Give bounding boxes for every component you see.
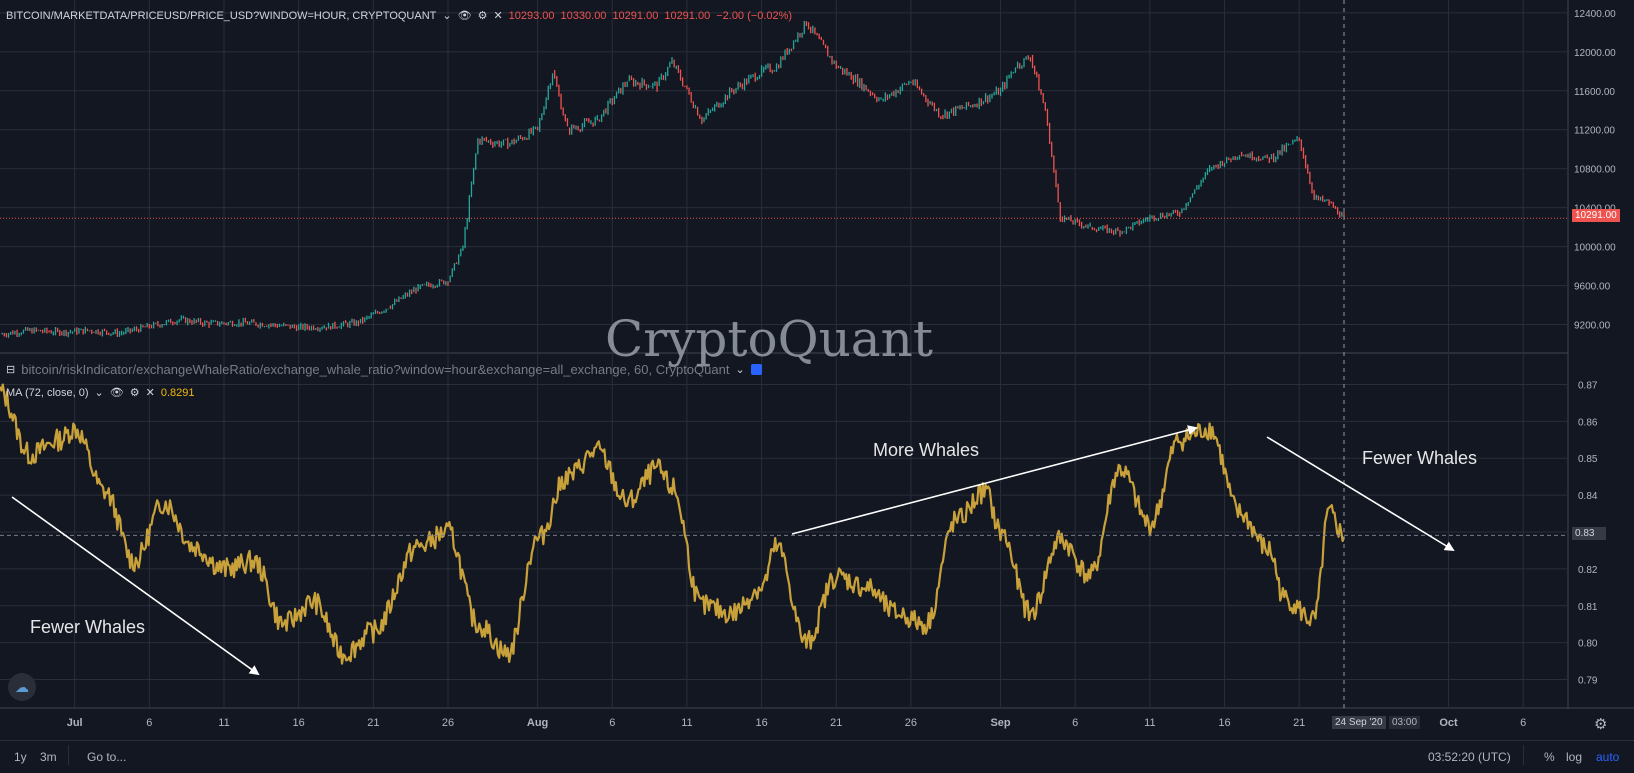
ratio-axis-label: 0.86 [1578,417,1598,428]
ratio-axis-label: 0.82 [1578,565,1598,576]
ratio-value-tag: 0.83 [1572,527,1606,540]
price-axis-label: 9600.00 [1574,282,1611,293]
chart-canvas[interactable]: Jul 6 11 16 21 26 Aug 6 11 16 21 26 Sep 6 11 16 21 Oct 6 12… [0,0,1634,740]
ohlc-open: 10293.00 [508,9,555,22]
settings-gear-icon[interactable]: ⚙ [1594,716,1608,733]
arrow-up-middle [791,425,1198,535]
price-axis-label: 10800.00 [1574,165,1616,176]
crosshair-time-tag: 03:00 [1389,716,1421,729]
x-tick-label: 6 [1072,717,1078,729]
x-tick-label: 16 [755,717,767,729]
price-axis-label: 10000.00 [1574,243,1616,254]
x-tick-label: 11 [218,717,229,729]
utc-clock[interactable]: 03:52:20 (UTC) [1428,750,1511,764]
annotation-fewer-whales-right: Fewer Whales [1362,448,1478,468]
x-tick-label: 21 [830,717,842,729]
ratio-axis-label: 0.84 [1578,491,1598,502]
ohlc-change: −2.00 (−0.02%) [716,9,793,22]
range-3m-button[interactable]: 3m [40,750,57,764]
x-tick-label: 21 [367,717,379,729]
x-tick-label: 26 [442,717,454,729]
x-tick-label: 16 [293,717,305,729]
close-icon[interactable]: ✕ [145,387,155,399]
x-tick-label: 11 [681,717,692,729]
x-tick-label: 6 [609,717,615,729]
x-tick-label: 21 [1293,717,1305,729]
x-tick-label: 6 [146,717,152,729]
ohlc-close: 10291.00 [664,9,711,22]
log-scale-button[interactable]: log [1566,750,1583,764]
watermark-logo: CryptoQuant [605,310,933,368]
last-price-tag: 10291.00 [1572,209,1620,222]
x-tick-label: 16 [1218,717,1230,729]
price-symbol[interactable]: BITCOIN/MARKETDATA/PRICEUSD/PRICE_USD?WI… [6,9,437,22]
gear-icon[interactable]: ⚙ [477,10,488,22]
ma-label[interactable]: MA (72, close, 0) [6,386,89,399]
crosshair-date: 24 Sep '20 [1335,717,1383,728]
ratio-axis-label: 0.79 [1578,676,1598,687]
ratio-axis-label: 0.80 [1578,639,1598,650]
eye-icon[interactable]: 👁 [457,10,472,22]
auto-scale-button[interactable]: auto [1596,750,1620,764]
price-axis-label: 9200.00 [1574,321,1611,332]
x-tick-label: 26 [905,717,917,729]
x-tick-label: 11 [1144,717,1155,729]
percent-scale-button[interactable]: % [1544,750,1555,764]
chevron-down-icon[interactable]: ⌄ [442,10,452,22]
ma-legend: MA (72, close, 0) ⌄ 👁 ⚙ ✕ 0.8291 [6,386,195,400]
x-tick-label: 6 [1520,717,1526,729]
ma-value: 0.8291 [160,386,195,399]
x-tick-label: Sep [990,717,1010,729]
toolbar-divider [68,745,69,765]
price-axis-label: 12000.00 [1574,48,1616,59]
gear-icon[interactable]: ⚙ [129,387,140,399]
range-1y-button[interactable]: 1y [14,750,27,764]
ohlc-high: 10330.00 [560,9,607,22]
x-tick-label: Oct [1439,717,1458,729]
toolbar-divider [1523,745,1524,765]
ratio-axis-label: 0.85 [1578,454,1598,465]
price-axis-label: 11600.00 [1574,87,1615,98]
sync-icon[interactable] [750,364,762,375]
crosshair-date-tag: 24 Sep '20 [1332,716,1386,729]
chevron-down-icon[interactable]: ⌄ [735,364,745,376]
price-legend: BITCOIN/MARKETDATA/PRICEUSD/PRICE_USD?WI… [6,9,793,23]
ratio-symbol[interactable]: bitcoin/riskIndicator/exchangeWhaleRatio… [21,362,730,377]
arrow-down-right [1266,436,1455,552]
x-tick-label: Aug [527,717,548,729]
chevron-down-icon[interactable]: ⌄ [94,387,104,399]
app-logo-icon[interactable]: ☁ [8,673,36,701]
crosshair-time: 03:00 [1392,717,1418,728]
collapse-pane-icon[interactable]: ⊟ [6,364,16,376]
ma-series-line [0,383,1346,665]
bottom-toolbar: 1y 3m Go to... 03:52:20 (UTC) % log auto [0,740,1634,773]
annotation-more-whales: More Whales [873,440,980,460]
arrow-down-left [11,496,260,676]
price-axis-label: 12400.00 [1574,9,1616,20]
price-axis-label: 11200.00 [1574,126,1615,137]
eye-icon[interactable]: 👁 [109,387,124,399]
goto-button[interactable]: Go to... [87,750,127,764]
x-tick-label: Jul [67,717,83,729]
ohlc-low: 10291.00 [612,9,659,22]
close-icon[interactable]: ✕ [493,10,503,22]
ratio-axis-label: 0.87 [1578,380,1598,391]
ratio-legend: ⊟ bitcoin/riskIndicator/exchangeWhaleRat… [6,362,762,377]
annotation-fewer-whales-left: Fewer Whales [30,617,146,637]
ratio-axis-label: 0.81 [1578,602,1598,613]
